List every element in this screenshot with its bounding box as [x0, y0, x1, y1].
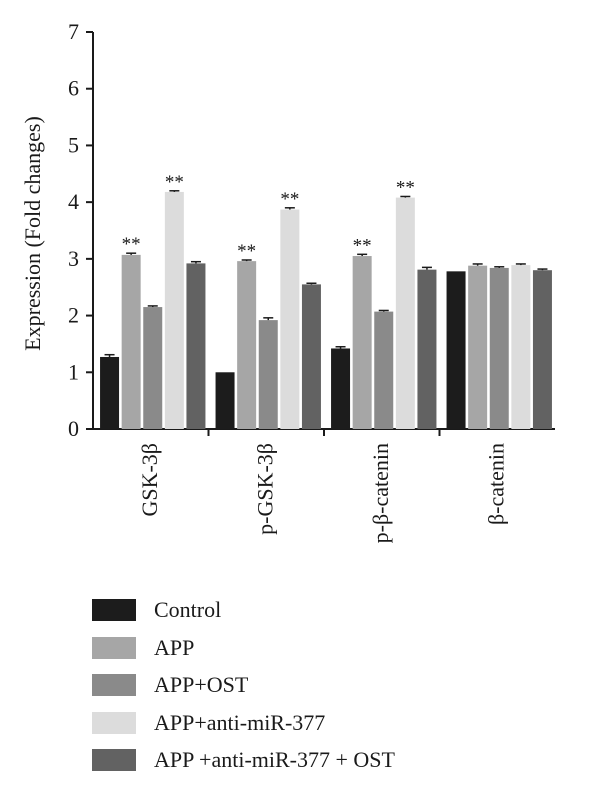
y-tick-label: 0 [68, 416, 79, 441]
y-tick-label: 3 [68, 246, 79, 271]
bar [395, 197, 415, 429]
bar [280, 209, 300, 429]
bar [186, 263, 206, 429]
legend-swatch [92, 599, 136, 621]
significance-mark: ** [237, 241, 256, 262]
bar [164, 191, 184, 429]
bar [489, 267, 509, 429]
bar [331, 348, 351, 429]
x-category-label: p-GSK-3β [252, 443, 277, 535]
y-tick-label: 5 [68, 132, 79, 157]
bar [100, 356, 120, 429]
bar [215, 372, 235, 429]
legend: Control APP APP+OST APP+anti-miR-377 APP +an… [92, 597, 395, 785]
bar [417, 269, 437, 429]
significance-mark: ** [165, 172, 184, 193]
legend-swatch [92, 636, 136, 659]
bar [258, 320, 278, 429]
significance-mark: ** [396, 177, 415, 198]
bar [446, 271, 466, 429]
bar [511, 265, 531, 429]
legend-swatch [92, 711, 136, 734]
y-axis-title: Expression (Fold changes) [20, 116, 45, 351]
bar [143, 307, 163, 429]
y-tick-label: 7 [68, 19, 79, 44]
bar [532, 270, 552, 429]
x-category-label: β-catenin [483, 443, 508, 525]
legend-item: APP+anti-miR-377 [92, 710, 395, 736]
bar [237, 261, 257, 429]
bar [468, 265, 488, 429]
y-tick-label: 2 [68, 303, 79, 328]
legend-swatch [92, 674, 136, 696]
y-tick-label: 1 [68, 359, 79, 384]
y-tick-label: 6 [68, 76, 79, 101]
legend-item: APP+OST [92, 672, 395, 698]
legend-item: APP +anti-miR-377 + OST [92, 747, 395, 773]
legend-item: Control [92, 597, 395, 623]
legend-label: APP [154, 634, 195, 660]
bar [374, 311, 394, 429]
significance-mark: ** [122, 234, 141, 255]
legend-label: Control [154, 597, 222, 622]
significance-mark: ** [353, 235, 372, 256]
bar-chart: 0 1 2 3 4 5 6 7 Expression (Fold changes) ** ** GSK… [20, 19, 555, 543]
legend-label: APP +anti-miR-377 + OST [154, 747, 395, 772]
legend-label: APP+anti-miR-377 [154, 709, 326, 735]
legend-label: APP+OST [154, 672, 249, 697]
y-tick-label: 4 [68, 189, 79, 214]
significance-mark: ** [280, 189, 299, 210]
legend-swatch [92, 749, 136, 771]
x-category-label: p-β-catenin [368, 443, 393, 543]
bar [352, 256, 372, 429]
x-category-label: GSK-3β [137, 443, 162, 517]
bar [301, 284, 321, 429]
legend-item: APP [92, 635, 395, 661]
bar [121, 254, 141, 429]
